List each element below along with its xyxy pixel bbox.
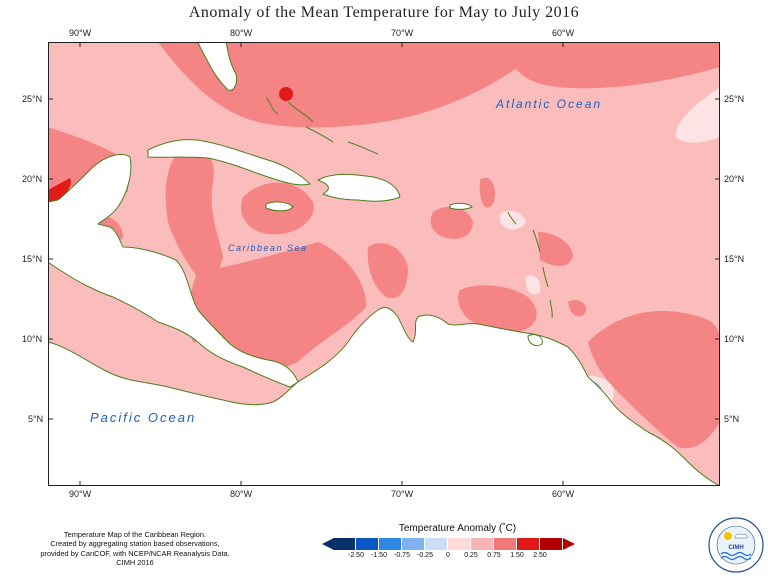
legend-swatch — [448, 538, 471, 550]
lon-label-bottom-80w: 80°W — [230, 489, 253, 499]
credit-line-1: Temperature Map of the Caribbean Region. — [63, 530, 207, 539]
lon-label-top-70w: 70°W — [391, 28, 414, 38]
legend-swatch — [402, 538, 425, 550]
legend-right-arrow — [563, 538, 575, 550]
legend-swatch — [471, 538, 494, 550]
legend-tick-label: -1.50 — [371, 552, 387, 559]
map-title: Anomaly of the Mean Temperature for May … — [188, 4, 580, 21]
legend-title: Temperature Anomaly (˚C) — [398, 523, 517, 534]
jamaica-land — [265, 201, 294, 212]
florida-land — [197, 42, 237, 91]
atlantic-ocean-label: Atlantic Ocean — [496, 97, 603, 111]
legend-swatch — [379, 538, 402, 550]
credit-line-4: CIMH 2016 — [116, 558, 154, 568]
warm-anomaly-areas — [48, 42, 720, 449]
legend-left-arrow — [322, 538, 334, 550]
legend-tick-label: 0.25 — [464, 552, 478, 559]
caribbean-sea-label: Caribbean Sea — [228, 243, 308, 253]
hispaniola-land — [316, 173, 401, 202]
cloud-icon — [734, 533, 748, 539]
legend-color-bar — [333, 538, 563, 550]
legend-tick-label: -2.50 — [348, 552, 364, 559]
logo-text: CIMH — [728, 545, 743, 551]
legend-tick-label: 2.50 — [533, 552, 547, 559]
lat-label-left-15n: 15°N — [22, 254, 43, 264]
trinidad-land — [527, 334, 543, 347]
lat-label-right-5n: 5°N — [724, 414, 740, 424]
legend-swatch — [356, 538, 379, 550]
legend-swatch — [540, 538, 563, 550]
credit-line-3: provided by CariCOF, with NCEP/NCAR Rean… — [40, 548, 230, 558]
pacific-ocean-label: Pacific Ocean — [90, 410, 197, 425]
lon-label-bottom-60w: 60°W — [552, 489, 575, 499]
central-america-land — [48, 154, 299, 388]
credit-line-2: Created by aggregating station based obs… — [50, 539, 220, 549]
cuba-land — [147, 139, 311, 186]
lat-label-right-20n: 20°N — [724, 174, 745, 184]
lat-label-right-25n: 25°N — [724, 94, 745, 104]
lat-label-left-5n: 5°N — [28, 414, 44, 424]
sun-icon — [724, 532, 732, 540]
small-islands — [265, 96, 553, 319]
legend-swatch — [333, 538, 356, 550]
lon-label-top-90w: 90°W — [69, 28, 92, 38]
legend-tick-label: 0 — [446, 552, 450, 559]
cimh-logo: CIMH — [708, 517, 764, 573]
land-masses — [48, 42, 720, 486]
lat-label-left-25n: 25°N — [22, 94, 43, 104]
lon-label-top-80w: 80°W — [230, 28, 253, 38]
lat-label-left-10n: 10°N — [22, 334, 43, 344]
lon-label-bottom-70w: 70°W — [391, 489, 414, 499]
anomaly-map — [48, 42, 720, 486]
legend-tick-label: -0.75 — [394, 552, 410, 559]
lat-label-left-20n: 20°N — [22, 174, 43, 184]
credit-block: Temperature Map of the Caribbean Region.… — [30, 530, 240, 568]
legend-tick-labels: -2.50 -1.50 -0.75 -0.25 0 0.25 0.75 1.50 2.50 — [333, 552, 593, 564]
lat-label-right-10n: 10°N — [724, 334, 745, 344]
map-frame — [48, 42, 720, 486]
legend-swatch — [517, 538, 540, 550]
legend-tick-label: 1.50 — [510, 552, 524, 559]
legend-swatch — [494, 538, 517, 550]
legend-tick-label: -0.25 — [417, 552, 433, 559]
legend-tick-label: 0.75 — [487, 552, 501, 559]
puerto-rico-land — [449, 202, 473, 210]
lat-label-right-15n: 15°N — [724, 254, 745, 264]
waves-icon — [720, 551, 752, 561]
lon-label-bottom-90w: 90°W — [69, 489, 92, 499]
lon-label-top-60w: 60°W — [552, 28, 575, 38]
hot-anomaly-spots — [48, 87, 293, 204]
legend-swatch — [425, 538, 448, 550]
south-america-land — [48, 307, 720, 486]
